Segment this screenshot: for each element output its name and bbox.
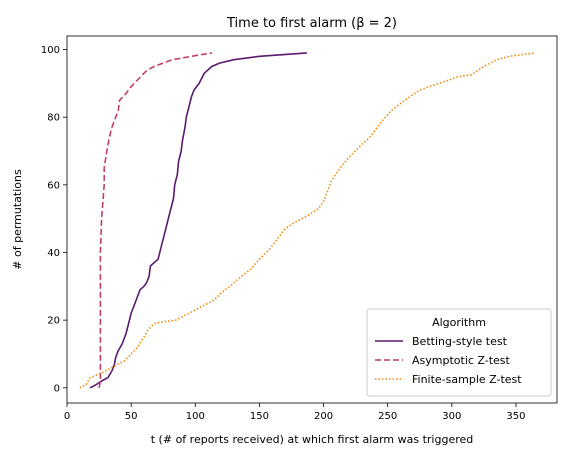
y-tick-label: 100 [41,45,60,56]
legend-box [366,308,552,397]
y-tick-label: 60 [47,180,60,191]
x-tick-label: 150 [250,411,269,422]
y-tick-label: 80 [47,113,60,124]
plot-lines [79,52,536,389]
x-axis-label: t (# of reports received) at which first… [151,433,474,446]
x-tick-label: 350 [506,411,525,422]
series-line-1 [98,52,213,388]
x-tick-label: 300 [442,411,461,422]
legend-label-0: Betting-style test [412,335,508,348]
y-axis: 0 20 40 60 80 100 [41,45,67,394]
x-tick-label: 200 [314,411,333,422]
legend-label-1: Asymptotic Z-test [412,354,511,367]
plot-frame [66,35,558,404]
x-tick-label: 250 [378,411,397,422]
legend-label-2: Finite-sample Z-test [412,373,522,386]
y-tick-label: 40 [47,248,60,259]
legend-items: Betting-style test Asymptotic Z-test Finit… [375,335,522,386]
y-tick-label: 20 [47,316,60,327]
x-tick-label: 100 [186,411,205,422]
y-axis-label: # of permutations [11,169,24,270]
legend-title: Algorithm [432,316,486,329]
legend: Algorithm Betting-style test Asymptotic Z… [366,308,552,397]
series-line-0 [89,52,307,389]
x-axis: 0 50 100 150 200 250 300 350 [64,403,525,422]
x-tick-label: 0 [64,411,70,422]
x-tick-label: 50 [125,411,138,422]
chart-title: Time to first alarm (β = 2) [226,16,397,31]
y-tick-label: 0 [54,383,60,394]
